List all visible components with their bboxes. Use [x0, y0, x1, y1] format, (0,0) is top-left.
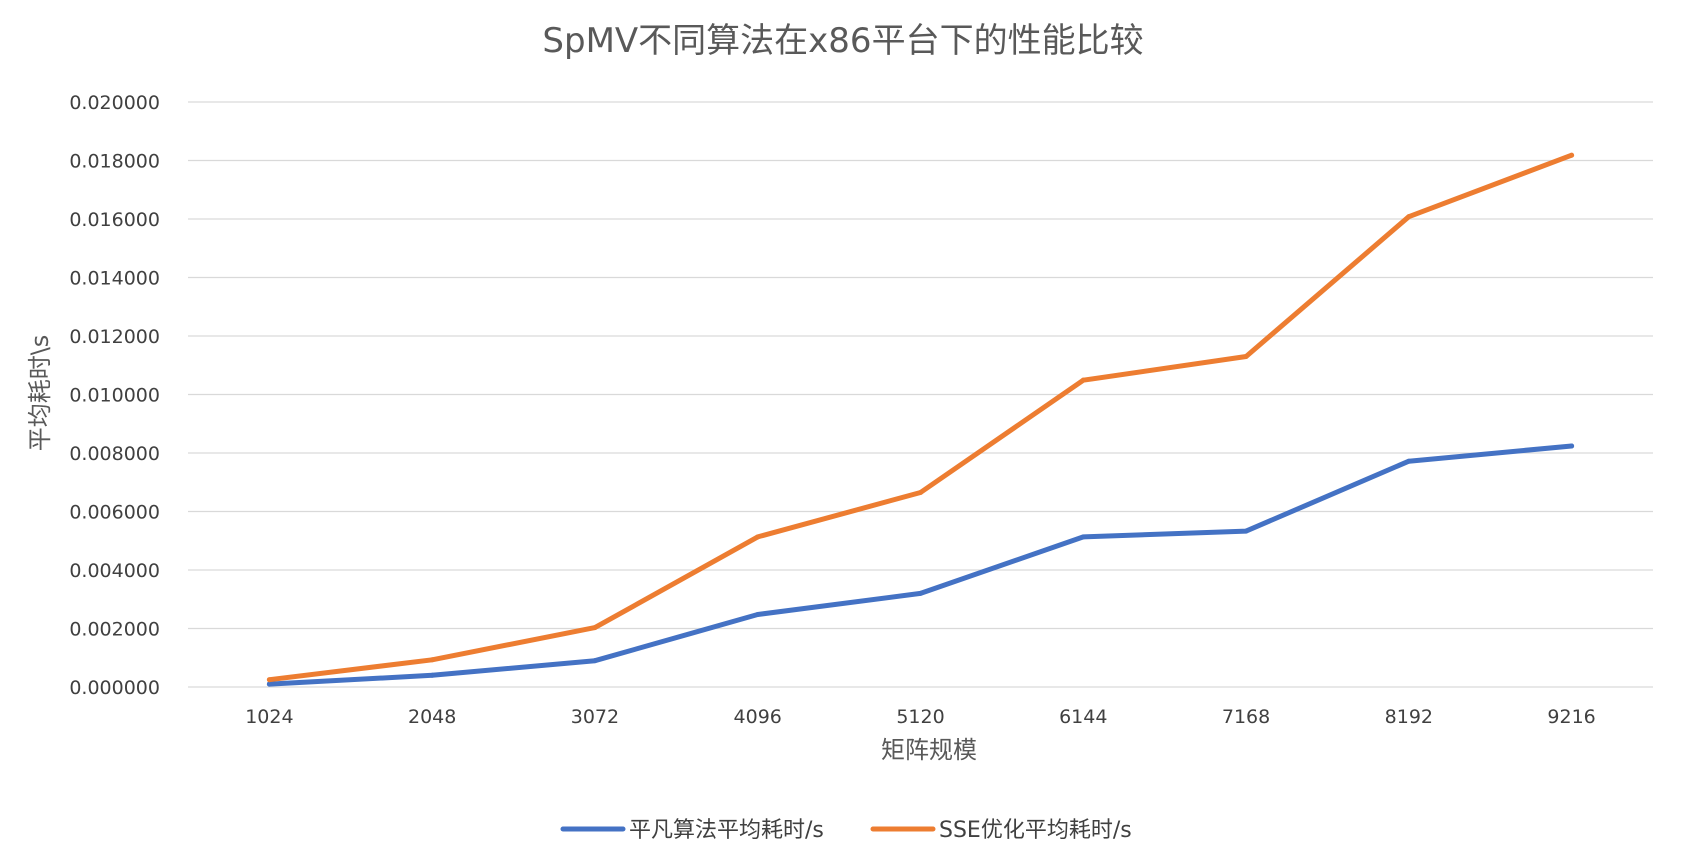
- data-point: [1243, 528, 1249, 534]
- legend-label: SSE优化平均耗时/s: [939, 818, 1132, 843]
- x-axis-label: 矩阵规模: [881, 736, 977, 764]
- data-point: [755, 611, 761, 617]
- x-tick-label: 6144: [1059, 706, 1107, 728]
- x-tick-label: 7168: [1222, 706, 1270, 728]
- legend-label: 平凡算法平均耗时/s: [629, 818, 824, 843]
- y-tick-label: 0.014000: [69, 268, 160, 290]
- data-point: [266, 681, 272, 687]
- legend: 平凡算法平均耗时/s SSE优化平均耗时/s: [560, 818, 1132, 843]
- data-point: [429, 672, 435, 678]
- x-tick-label: 2048: [408, 706, 456, 728]
- data-point: [429, 657, 435, 663]
- y-tick-label: 0.004000: [69, 560, 160, 582]
- x-tick-label: 9216: [1547, 706, 1595, 728]
- data-point: [1243, 353, 1249, 359]
- y-tick-label: 0.016000: [69, 209, 160, 231]
- y-tick-label: 0.020000: [69, 92, 160, 114]
- data-point: [1080, 534, 1086, 540]
- x-tick-label: 8192: [1385, 706, 1433, 728]
- x-tick-label: 1024: [245, 706, 293, 728]
- y-axis-ticks: 0.000000 0.002000 0.004000 0.006000 0.008000…: [69, 92, 160, 699]
- data-point: [1569, 443, 1575, 449]
- series-lines: [266, 152, 1575, 687]
- y-tick-label: 0.008000: [69, 443, 160, 465]
- data-point: [755, 534, 761, 540]
- gridlines: [188, 101, 1653, 688]
- data-point: [266, 677, 272, 683]
- data-point: [1406, 214, 1412, 220]
- x-axis-ticks: 1024 2048 3072 4096 5120 6144 7168 8192 9216: [245, 706, 1596, 728]
- y-tick-label: 0.002000: [69, 619, 160, 641]
- series-line: [266, 443, 1575, 687]
- chart-title: SpMV不同算法在x86平台下的性能比较: [542, 21, 1143, 61]
- data-point: [1080, 377, 1086, 383]
- y-tick-label: 0.018000: [69, 151, 160, 173]
- data-point: [1406, 458, 1412, 464]
- data-point: [592, 625, 598, 631]
- data-point: [1569, 152, 1575, 158]
- y-tick-label: 0.012000: [69, 326, 160, 348]
- y-tick-label: 0.000000: [69, 677, 160, 699]
- x-tick-label: 4096: [734, 706, 782, 728]
- y-tick-label: 0.010000: [69, 385, 160, 407]
- x-tick-label: 5120: [896, 706, 944, 728]
- y-tick-label: 0.006000: [69, 502, 160, 524]
- x-tick-label: 3072: [571, 706, 619, 728]
- data-point: [918, 590, 923, 596]
- y-axis-label: 平均耗时\s: [26, 335, 54, 452]
- data-point: [918, 489, 923, 495]
- data-point: [592, 658, 598, 664]
- series-line: [266, 152, 1575, 683]
